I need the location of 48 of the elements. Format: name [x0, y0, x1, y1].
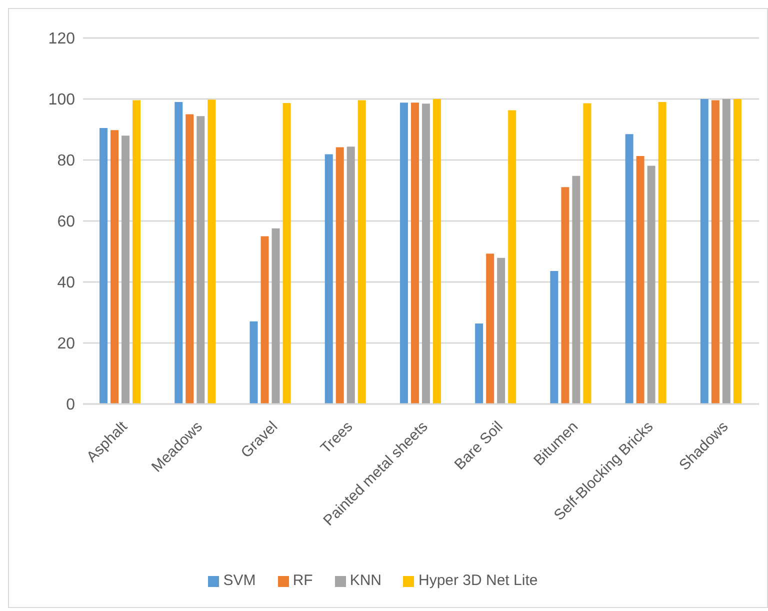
x-tick-label: Bare Soil	[451, 418, 506, 474]
legend-label: RF	[292, 572, 313, 589]
y-tick-label: 60	[57, 214, 76, 231]
y-tick-label: 120	[48, 30, 76, 48]
bar	[122, 136, 130, 404]
bar	[561, 187, 570, 404]
bar	[208, 100, 216, 404]
legend-label: SVM	[223, 572, 256, 589]
y-tick-label: 20	[57, 336, 76, 353]
bar	[336, 147, 344, 404]
bar	[583, 103, 592, 404]
bar	[475, 323, 484, 404]
y-tick-label: 0	[66, 396, 76, 414]
bar	[174, 102, 183, 404]
bar	[658, 102, 666, 404]
bar	[486, 254, 494, 404]
legend-label: Hyper 3D Net Lite	[418, 572, 538, 589]
bar	[410, 102, 419, 404]
bar	[733, 99, 742, 404]
bar	[432, 99, 441, 404]
bar	[700, 99, 708, 404]
bar	[196, 116, 205, 404]
bar	[422, 104, 430, 404]
bar	[636, 156, 644, 404]
bar	[508, 110, 516, 404]
y-tick-label: 80	[57, 152, 76, 170]
bar	[647, 166, 656, 404]
bar	[132, 100, 141, 404]
bar	[186, 114, 194, 404]
bar	[572, 176, 580, 404]
bar	[358, 100, 366, 404]
bar	[722, 99, 730, 404]
bar	[497, 258, 506, 404]
bar	[550, 271, 558, 404]
bar	[324, 154, 333, 404]
bar	[346, 146, 355, 404]
bar	[100, 128, 108, 404]
bar	[400, 102, 408, 404]
bar	[711, 100, 720, 404]
bar	[272, 228, 280, 404]
bar	[250, 321, 258, 404]
y-tick-label: 100	[48, 92, 76, 109]
legend-label: KNN	[350, 572, 382, 589]
bar	[260, 236, 269, 404]
bar	[625, 134, 634, 404]
y-tick-label: 40	[57, 274, 76, 292]
bar	[282, 102, 291, 404]
bar	[110, 130, 119, 404]
